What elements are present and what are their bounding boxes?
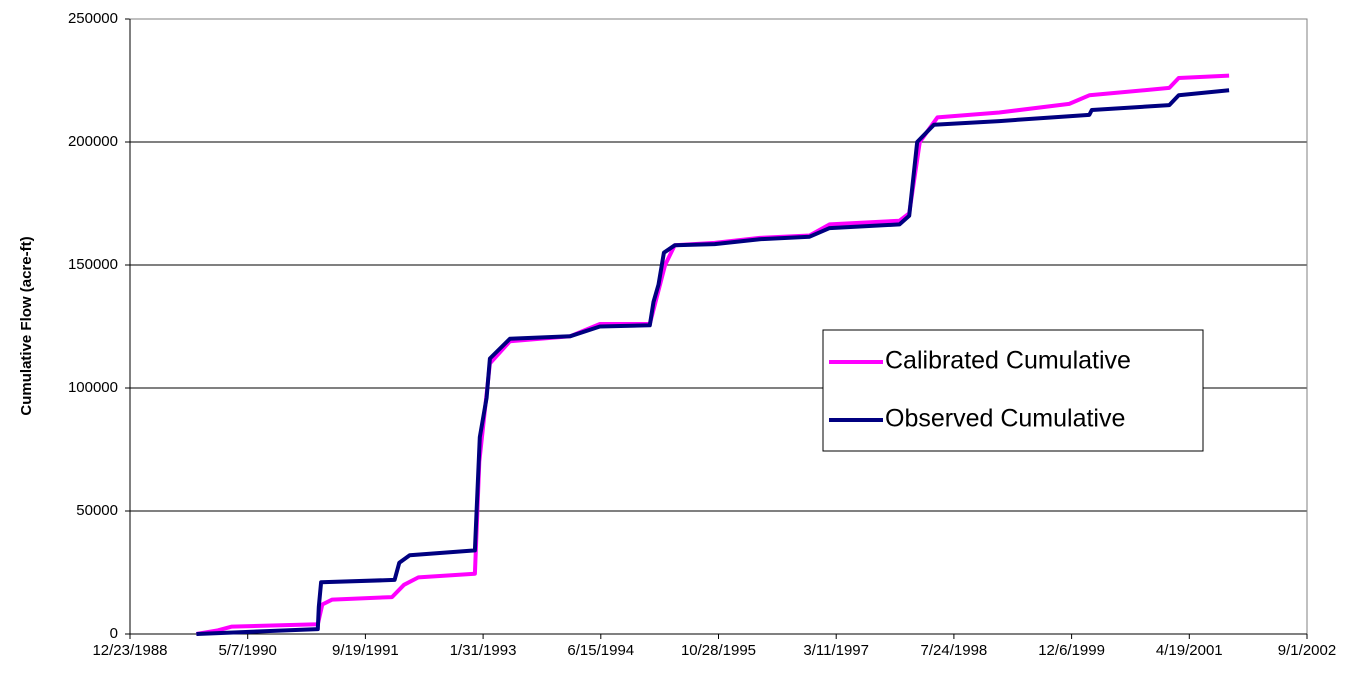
x-tick-label: 5/7/1990 bbox=[219, 642, 277, 659]
x-tick-label: 12/23/1988 bbox=[92, 642, 167, 659]
series-line bbox=[196, 88, 1230, 636]
y-tick-label: 0 bbox=[110, 625, 118, 642]
x-tick-label: 3/11/1997 bbox=[803, 642, 869, 659]
legend-label: Observed Cumulative bbox=[885, 405, 1125, 433]
y-tick-label: 50000 bbox=[76, 502, 118, 519]
y-tick-label: 150000 bbox=[68, 256, 118, 273]
legend: Calibrated Cumulative Observed Cumulative bbox=[822, 329, 1204, 452]
x-tick-label: 9/1/2002 bbox=[1278, 642, 1336, 659]
y-tick-label: 200000 bbox=[68, 133, 118, 150]
y-tick-label: 250000 bbox=[68, 10, 118, 27]
y-axis-label: Cumulative Flow (acre-ft) bbox=[18, 236, 35, 415]
legend-label: Calibrated Cumulative bbox=[885, 347, 1131, 375]
x-tick-label: 6/15/1994 bbox=[567, 642, 634, 659]
x-tick-label: 1/31/1993 bbox=[450, 642, 517, 659]
x-tick-label: 4/19/2001 bbox=[1156, 642, 1223, 659]
x-tick-label: 9/19/1991 bbox=[332, 642, 399, 659]
plot-frame bbox=[129, 18, 1308, 635]
x-tick-label: 10/28/1995 bbox=[681, 642, 756, 659]
x-tick-label: 7/24/1998 bbox=[921, 642, 988, 659]
legend-box bbox=[822, 329, 1204, 452]
y-tick-label: 100000 bbox=[68, 379, 118, 396]
x-tick-label: 12/6/1999 bbox=[1038, 642, 1105, 659]
